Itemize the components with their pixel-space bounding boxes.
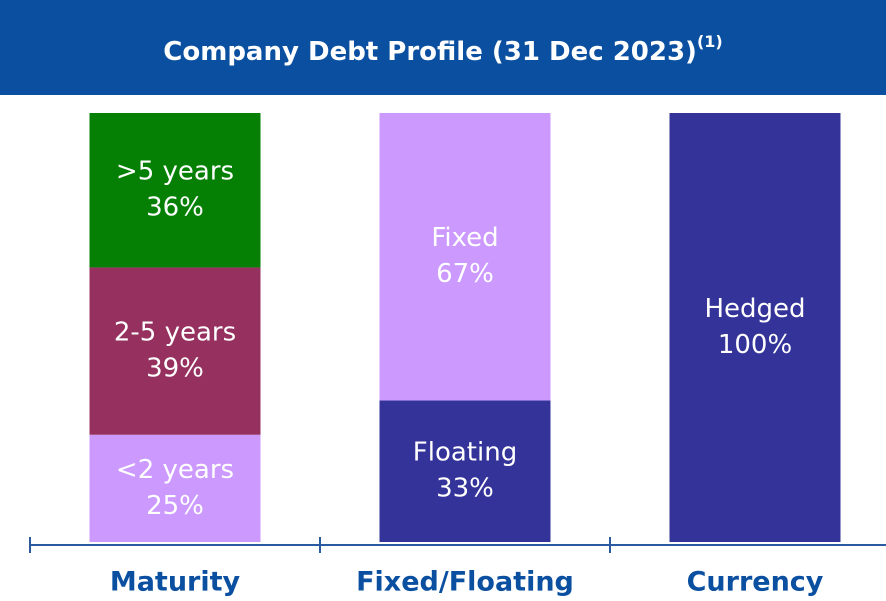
bar-segment (89, 434, 261, 542)
value-label: 33% (436, 474, 494, 504)
x-tick-label: Fixed/Floating (356, 567, 574, 598)
value-label: 39% (146, 354, 204, 384)
value-label: 100% (718, 330, 792, 360)
title-note: (1) (697, 32, 723, 51)
x-tick-label: Currency (687, 567, 824, 598)
value-label: 67% (436, 259, 494, 289)
bar-segment (89, 267, 261, 435)
segment-label: Floating (413, 438, 517, 468)
segment-label: Fixed (431, 223, 498, 253)
segment-label: <2 years (116, 455, 234, 485)
segment-label: Hedged (704, 294, 805, 324)
segment-label: 2-5 years (114, 318, 236, 348)
x-tick-label: Maturity (110, 567, 241, 598)
bar-segment (379, 400, 551, 542)
value-label: 25% (146, 491, 204, 521)
bar-segment (89, 113, 261, 268)
value-label: 36% (146, 193, 204, 223)
title-text: Company Debt Profile (31 Dec 2023) (163, 37, 697, 67)
segment-label: >5 years (116, 157, 234, 187)
chart-title: Company Debt Profile (31 Dec 2023)(1) (163, 32, 722, 67)
bar-segment (379, 113, 551, 401)
title-banner (0, 0, 886, 95)
bar-segment (669, 113, 841, 542)
